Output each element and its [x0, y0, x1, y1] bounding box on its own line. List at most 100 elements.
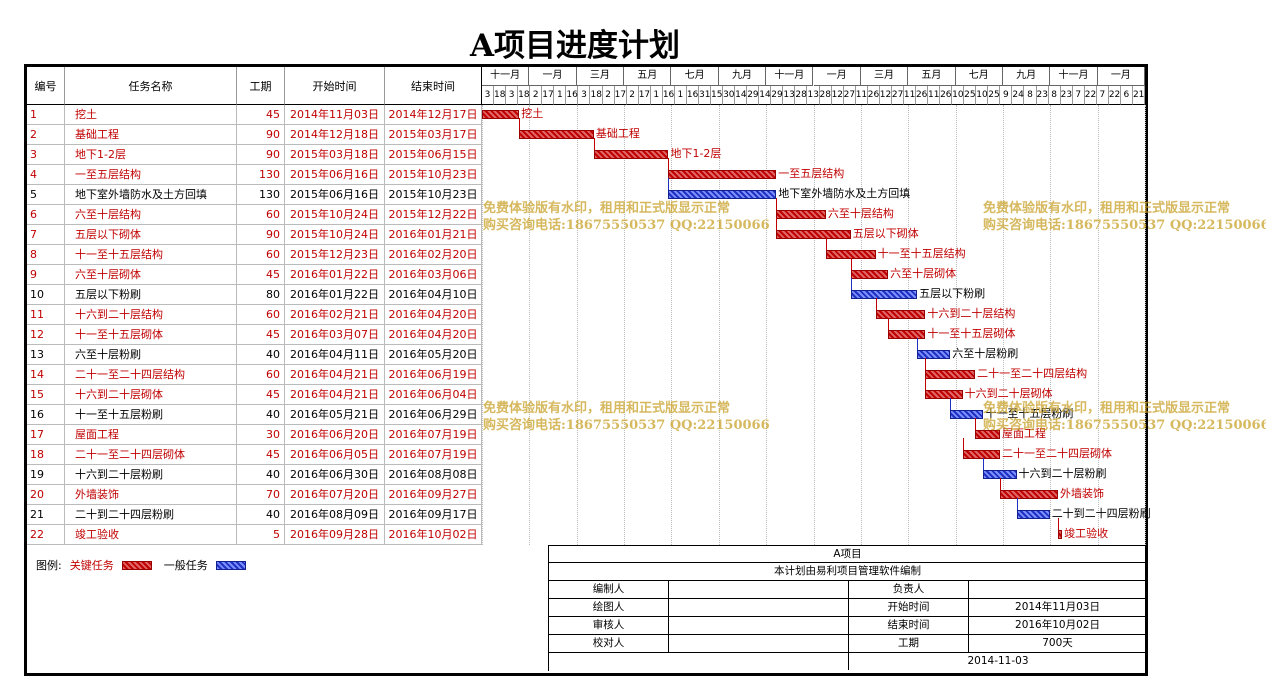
timeline-day: 14: [735, 86, 748, 105]
gantt-bar[interactable]: [668, 170, 777, 179]
info-value: [669, 635, 849, 652]
task-name: 六至十层粉刷: [65, 345, 237, 364]
grid-line: [1145, 105, 1146, 545]
gantt-bar-label: 六至十层结构: [827, 207, 894, 220]
gantt-bar[interactable]: [593, 150, 669, 159]
task-end: 2016年04月20日: [385, 325, 482, 344]
header-duration: 工期: [237, 67, 285, 105]
task-id: 21: [27, 505, 65, 524]
task-duration: 60: [237, 245, 285, 264]
task-end: 2016年03月06日: [385, 265, 482, 284]
table-row[interactable]: 20 外墙装饰 70 2016年07月20日 2016年09月27日: [27, 485, 482, 505]
task-name: 五层以下砌体: [65, 225, 237, 244]
task-start: 2014年12月18日: [285, 125, 385, 144]
table-row[interactable]: 11 十六到二十层结构 60 2016年02月21日 2016年04月20日: [27, 305, 482, 325]
gantt-bar[interactable]: [983, 470, 1017, 479]
gantt-bar-label: 十六到二十层结构: [927, 307, 1016, 320]
task-name: 挖土: [65, 105, 237, 124]
gantt-bar-label: 二十一至二十四层砌体: [1001, 447, 1112, 460]
table-row[interactable]: 18 二十一至二十四层砌体 45 2016年06月05日 2016年07月19日: [27, 445, 482, 465]
task-duration: 40: [237, 405, 285, 424]
table-row[interactable]: 17 屋面工程 30 2016年06月20日 2016年07月19日: [27, 425, 482, 445]
timeline-day: 28: [819, 86, 832, 105]
table-row[interactable]: 14 二十一至二十四层结构 60 2016年04月21日 2016年06月19日: [27, 365, 482, 385]
gantt-bar[interactable]: [668, 190, 777, 199]
timeline-day: 30: [723, 86, 736, 105]
task-id: 8: [27, 245, 65, 264]
table-row[interactable]: 4 一至五层结构 130 2015年06月16日 2015年10月23日: [27, 165, 482, 185]
table-row[interactable]: 5 地下室外墙防水及土方回填 130 2015年06月16日 2015年10月23日: [27, 185, 482, 205]
gantt-bar-label: 十一至十五层砌体: [927, 327, 1016, 340]
task-name: 五层以下粉刷: [65, 285, 237, 304]
timeline-month: 十一月: [766, 67, 814, 86]
timeline-day: 6: [1120, 86, 1133, 105]
gantt-bar[interactable]: [482, 110, 520, 119]
task-duration: 45: [237, 325, 285, 344]
timeline-month: 三月: [860, 67, 909, 86]
table-row[interactable]: 12 十一至十五层砌体 45 2016年03月07日 2016年04月20日: [27, 325, 482, 345]
timeline-day: 25: [964, 86, 977, 105]
timeline-month: 九月: [718, 67, 767, 86]
timeline-day: 16: [566, 86, 579, 105]
table-row[interactable]: 9 六至十层砌体 45 2016年01月22日 2016年03月06日: [27, 265, 482, 285]
gantt-bar-label: 竣工验收: [1064, 527, 1109, 540]
table-row[interactable]: 3 地下1-2层 90 2015年03月18日 2015年06月15日: [27, 145, 482, 165]
info-key: 绘图人: [549, 599, 669, 616]
info-key: 开始时间: [849, 599, 969, 616]
table-row[interactable]: 6 六至十层结构 60 2015年10月24日 2015年12月22日: [27, 205, 482, 225]
task-duration: 40: [237, 345, 285, 364]
gantt-bar[interactable]: [776, 230, 851, 239]
gantt-bar[interactable]: [962, 450, 1000, 459]
info-note: 本计划由易利项目管理软件编制: [549, 563, 1147, 580]
gantt-bar[interactable]: [925, 370, 976, 379]
info-value: [669, 617, 849, 634]
header-name: 任务名称: [65, 67, 237, 105]
task-start: 2016年01月22日: [285, 285, 385, 304]
table-row[interactable]: 13 六至十层粉刷 40 2016年04月11日 2016年05月20日: [27, 345, 482, 365]
gantt-bar[interactable]: [999, 490, 1058, 499]
task-end: 2016年06月19日: [385, 365, 482, 384]
timeline-month: 十一月: [1050, 67, 1098, 86]
task-start: 2015年12月23日: [285, 245, 385, 264]
gantt-bar[interactable]: [776, 210, 826, 219]
gantt-bar-label: 五层以下粉刷: [919, 287, 986, 300]
timeline-day: 12: [879, 86, 892, 105]
gantt-bar[interactable]: [888, 330, 926, 339]
info-key: 审核人: [549, 617, 669, 634]
grid-line: [908, 105, 910, 545]
task-duration: 60: [237, 365, 285, 384]
task-start: 2016年04月11日: [285, 345, 385, 364]
gantt-bar[interactable]: [950, 410, 984, 419]
table-row[interactable]: 19 十六到二十层粉刷 40 2016年06月30日 2016年08月08日: [27, 465, 482, 485]
table-row[interactable]: 7 五层以下砌体 90 2015年10月24日 2016年01月21日: [27, 225, 482, 245]
table-row[interactable]: 21 二十到二十四层粉刷 40 2016年08月09日 2016年09月17日: [27, 505, 482, 525]
info-value: 2016年10月02日: [969, 617, 1147, 634]
gantt-bar[interactable]: [850, 270, 889, 279]
gantt-bar[interactable]: [519, 130, 594, 139]
table-row[interactable]: 2 基础工程 90 2014年12月18日 2015年03月17日: [27, 125, 482, 145]
gantt-bar[interactable]: [875, 310, 926, 319]
gantt-bar[interactable]: [975, 430, 1000, 439]
task-duration: 45: [237, 105, 285, 124]
task-id: 16: [27, 405, 65, 424]
gantt-bar[interactable]: [925, 390, 963, 399]
dependency-arrow: [950, 398, 952, 410]
table-row[interactable]: 10 五层以下粉刷 80 2016年01月22日 2016年04月10日: [27, 285, 482, 305]
timeline-day: 17: [614, 86, 627, 105]
gantt-bar[interactable]: [917, 350, 951, 359]
table-row[interactable]: 22 竣工验收 5 2016年09月28日 2016年10月02日: [27, 525, 482, 545]
table-row[interactable]: 1 挖土 45 2014年11月03日 2014年12月17日: [27, 105, 482, 125]
gantt-bar[interactable]: [1057, 530, 1063, 539]
task-name: 二十一至二十四层砌体: [65, 445, 237, 464]
timeline-day: 16: [686, 86, 699, 105]
task-id: 14: [27, 365, 65, 384]
timeline-day: 10: [952, 86, 965, 105]
gantt-bar[interactable]: [1016, 510, 1050, 519]
task-end: 2016年07月19日: [385, 445, 482, 464]
table-row[interactable]: 15 十六到二十层砌体 45 2016年04月21日 2016年06月04日: [27, 385, 482, 405]
gantt-bar[interactable]: [850, 290, 918, 299]
dependency-arrow: [983, 458, 985, 470]
table-row[interactable]: 16 十一至十五层粉刷 40 2016年05月21日 2016年06月29日: [27, 405, 482, 425]
table-row[interactable]: 8 十一至十五层结构 60 2015年12月23日 2016年02月20日: [27, 245, 482, 265]
info-row: 绘图人 开始时间 2014年11月03日: [549, 599, 1147, 617]
